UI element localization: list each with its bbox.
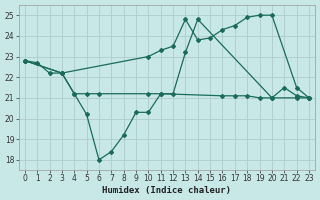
X-axis label: Humidex (Indice chaleur): Humidex (Indice chaleur) [102,186,231,195]
